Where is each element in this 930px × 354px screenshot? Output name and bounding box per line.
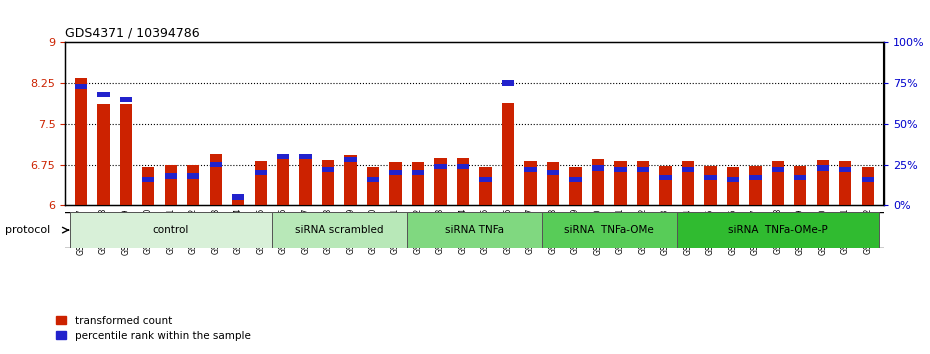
Bar: [591, 159, 604, 205]
Bar: [165, 165, 177, 205]
Bar: [682, 161, 694, 205]
Bar: [502, 103, 514, 205]
Bar: [704, 175, 716, 180]
Bar: [525, 167, 537, 172]
Bar: [772, 167, 784, 172]
Bar: [165, 173, 177, 179]
Bar: [142, 177, 154, 182]
Bar: [479, 167, 492, 205]
Bar: [232, 195, 245, 205]
Bar: [74, 84, 87, 89]
Bar: [299, 155, 312, 205]
Bar: [861, 177, 874, 182]
Bar: [367, 177, 379, 182]
Bar: [97, 104, 110, 205]
Bar: [726, 177, 739, 182]
Bar: [659, 175, 671, 180]
Bar: [542, 212, 677, 248]
Bar: [97, 92, 110, 97]
Bar: [682, 167, 694, 172]
Bar: [659, 166, 671, 205]
Bar: [569, 167, 581, 205]
Bar: [502, 80, 514, 86]
Bar: [277, 154, 289, 159]
Bar: [277, 155, 289, 205]
Bar: [772, 161, 784, 205]
Bar: [255, 170, 267, 176]
Text: siRNA scrambled: siRNA scrambled: [295, 225, 384, 235]
Bar: [344, 157, 357, 162]
Bar: [591, 165, 604, 171]
Bar: [637, 167, 649, 172]
Bar: [750, 175, 762, 180]
Bar: [457, 158, 470, 205]
Text: siRNA  TNFa-OMe-P: siRNA TNFa-OMe-P: [728, 225, 828, 235]
Bar: [839, 167, 852, 172]
Bar: [412, 170, 424, 176]
Bar: [434, 158, 446, 205]
Bar: [614, 161, 627, 205]
Bar: [390, 170, 402, 176]
Bar: [209, 162, 222, 167]
Bar: [299, 154, 312, 159]
Bar: [232, 194, 245, 200]
Bar: [547, 170, 559, 176]
Bar: [794, 175, 806, 180]
Bar: [750, 166, 762, 205]
Bar: [187, 165, 199, 205]
Bar: [479, 177, 492, 182]
Bar: [322, 160, 335, 205]
Bar: [142, 167, 154, 205]
Bar: [412, 162, 424, 205]
Bar: [344, 155, 357, 205]
Bar: [209, 154, 222, 205]
Bar: [322, 167, 335, 172]
Bar: [726, 167, 739, 205]
Bar: [272, 212, 406, 248]
Bar: [74, 78, 87, 205]
Bar: [187, 173, 199, 179]
Bar: [406, 212, 542, 248]
Bar: [614, 167, 627, 172]
Bar: [70, 212, 272, 248]
Bar: [839, 161, 852, 205]
Text: GDS4371 / 10394786: GDS4371 / 10394786: [65, 27, 200, 40]
Text: protocol: protocol: [5, 225, 50, 235]
Text: control: control: [153, 225, 189, 235]
Bar: [120, 97, 132, 102]
Text: siRNA TNFa: siRNA TNFa: [445, 225, 504, 235]
Text: siRNA  TNFa-OMe: siRNA TNFa-OMe: [565, 225, 654, 235]
Bar: [569, 177, 581, 182]
Bar: [817, 160, 829, 205]
Bar: [794, 166, 806, 205]
Bar: [704, 166, 716, 205]
Bar: [677, 212, 879, 248]
Bar: [547, 162, 559, 205]
Bar: [434, 164, 446, 169]
Legend: transformed count, percentile rank within the sample: transformed count, percentile rank withi…: [52, 312, 255, 345]
Bar: [457, 164, 470, 169]
Bar: [817, 165, 829, 171]
Bar: [255, 161, 267, 205]
Bar: [390, 162, 402, 205]
Bar: [525, 161, 537, 205]
Bar: [367, 167, 379, 205]
Bar: [861, 167, 874, 205]
Bar: [120, 104, 132, 205]
Bar: [637, 161, 649, 205]
